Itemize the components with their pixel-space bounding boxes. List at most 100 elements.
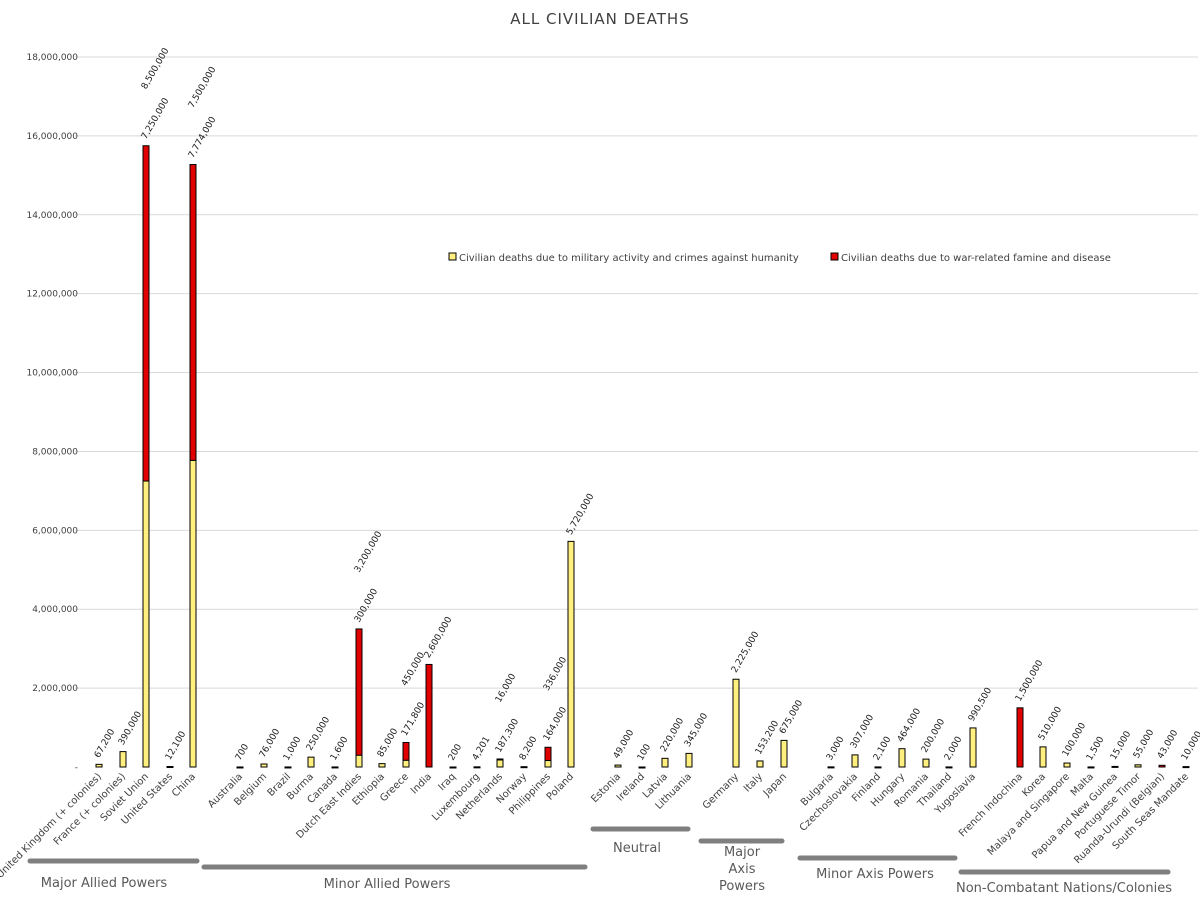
value-label-military: 4,201 [471,735,493,762]
value-label-famine: 43,000 [1156,728,1181,761]
bar-military [685,752,693,768]
value-label-military: 67,200 [93,727,118,760]
legend-swatch-famine [830,252,839,261]
value-label-military: 675,000 [778,698,805,735]
group-label: Minor Allied Powers [324,877,451,892]
value-label-military: 307,000 [849,713,876,750]
value-label-military: 3,000 [825,735,847,763]
y-tick-label: 14,000,000 [26,211,78,221]
legend-swatch-military [448,252,457,261]
bar-military [236,766,244,769]
group-label: Neutral [613,841,661,856]
bar-military [284,766,292,769]
bar-famine [189,164,197,461]
category-label: India [409,771,434,796]
value-label-military: 7,250,000 [140,96,172,141]
chart-title: ALL CIVILIAN DEATHS [510,10,689,28]
legend: Civilian deaths due to military activity… [448,252,1111,264]
y-tick-label: 16,000,000 [26,132,78,142]
bar-military [1111,765,1119,768]
y-tick-label: 2,000,000 [32,684,78,694]
value-label-military: 510,000 [1037,705,1064,742]
value-label-military: 250,000 [305,715,332,752]
bar-military [945,766,953,769]
value-label-military: 164,000 [542,705,569,742]
value-label-military: 2,000 [943,735,965,763]
legend-label-military: Civilian deaths due to military activity… [459,253,799,264]
bar-military [732,678,740,768]
value-label-military: 390,000 [117,710,144,747]
category-label: China [170,771,198,799]
bar-military [260,763,268,768]
category-label-layer: United Kingdom (+ colonies)France (+ col… [0,771,1191,881]
bar-military [922,758,930,768]
bar-military [1039,746,1047,768]
value-label-military: 85,000 [376,727,401,760]
bar-military [1087,766,1095,769]
bar-military [402,759,410,768]
y-tick-label: 6,000,000 [32,526,78,536]
bar-famine [1158,764,1166,768]
value-label-military: 464,000 [896,707,923,744]
bar-military [142,480,150,768]
value-label-military: 12,100 [164,730,189,763]
bar-military [95,763,103,768]
value-label-famine: 2,600,000 [423,615,455,660]
value-label-military: 76,000 [258,727,283,760]
bar-military [449,766,457,769]
value-label-military: 1,500 [1085,735,1107,763]
bar-military [378,763,386,768]
category-label: United Kingdom (+ colonies) [0,771,104,881]
value-label-military: 990,500 [967,686,994,723]
bar-military [473,766,481,769]
value-label-military: 300,000 [353,587,380,624]
value-label-military: 200 [447,742,464,762]
bar-famine [355,628,363,756]
value-label-military: 1,600 [329,735,351,763]
bar-famine [142,145,150,482]
value-label-military: 100 [636,742,653,762]
group-label: Axis [729,862,756,877]
bar-military [661,757,669,768]
value-label-famine: 336,000 [542,655,569,692]
value-label-military: 55,000 [1132,728,1157,761]
bar-military [496,759,504,768]
value-label-military: 100,000 [1061,721,1088,758]
group-layer: Major Allied Powers Minor Allied Powers Ne… [27,826,1172,896]
value-label-military: 345,000 [683,711,710,748]
bar-military [638,766,646,769]
value-label-layer: 67,200 390,000 7,250,000 8,500,000 12,100 7,7… [93,46,1200,762]
bar-military [1182,766,1190,769]
value-label-military: 7,774,000 [187,115,219,160]
category-label: Germany [701,771,741,811]
bar-military [544,760,552,768]
bar-military [827,766,835,769]
bar-military [756,760,764,768]
bar-military [307,756,315,768]
bar-famine [544,746,552,762]
group-label: Major [724,845,761,860]
y-tick-label: - [75,763,78,773]
value-label-military: 1,000 [282,735,304,763]
value-label-military: 200,000 [920,717,947,754]
value-label-military: 2,100 [872,735,894,763]
bar-famine [425,663,433,768]
group-label: Minor Axis Powers [816,867,934,882]
bar-military [119,751,127,768]
bar-military [969,727,977,768]
bar-military [331,766,339,769]
bar-military [567,540,575,768]
value-label-military: 171,800 [400,701,427,738]
group-label: Major Allied Powers [41,876,168,891]
value-label-famine: 8,500,000 [140,46,172,91]
value-label-military: 49,000 [612,728,637,761]
category-label: Japan [761,771,789,799]
legend-label-famine: Civilian deaths due to war-related famin… [841,253,1111,264]
y-tick-label: 18,000,000 [26,53,78,63]
value-label-famine: 7,500,000 [187,65,219,110]
value-label-military: 153,200 [754,719,781,756]
bar-military [851,754,859,768]
bar-military [874,766,882,769]
value-label-military: 700 [234,742,251,762]
